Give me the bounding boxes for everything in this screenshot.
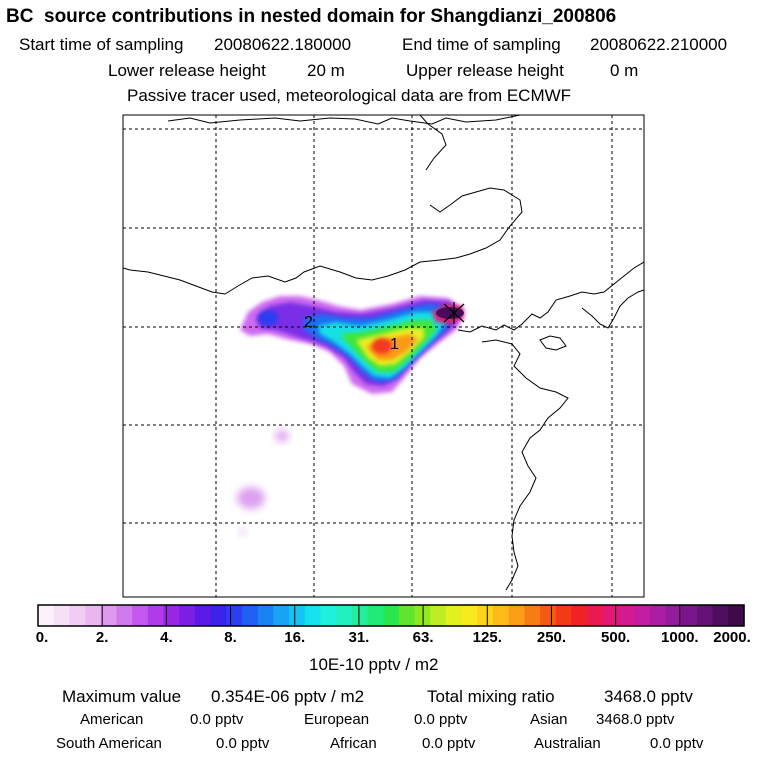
australian-label: Australian [534, 735, 601, 752]
colorbar-tick-label: 125. [472, 629, 502, 646]
plume-patch-3 [239, 528, 247, 536]
south-american-label: South American [56, 735, 162, 752]
border-segment [419, 115, 447, 171]
plume-contours [237, 296, 464, 536]
northern-border [167, 115, 521, 125]
inland-border [123, 187, 523, 295]
colorbar-tick-label: 250. [536, 629, 567, 646]
total-mixing-value: 3468.0 pptv [604, 687, 693, 706]
shandong-coast [481, 339, 569, 591]
australian-value: 0.0 pptv [650, 735, 704, 752]
asian-value: 3468.0 pptv [596, 711, 675, 728]
start-time-value: 20080622.180000 [214, 35, 352, 54]
liaodong-coast [581, 289, 644, 329]
european-value: 0.0 pptv [414, 711, 468, 728]
plume-red-core [372, 338, 392, 354]
european-label: European [304, 711, 370, 728]
plume-west-blue [258, 310, 278, 326]
african-value: 0.0 pptv [422, 735, 476, 752]
end-time-value: 20080622.210000 [590, 35, 728, 54]
colorbar-tick-label: 4. [160, 629, 173, 646]
peninsula-coast [539, 335, 567, 351]
end-time-label: End time of sampling [402, 35, 561, 54]
plume-patch-2 [237, 487, 265, 509]
receptor-marker-icon [443, 302, 465, 324]
colorbar-unit: 10E-10 pptv / m2 [309, 655, 439, 674]
colorbar-tick-label: 16. [284, 629, 306, 646]
upper-height-label: Upper release height [406, 61, 564, 80]
plume-patch-1 [275, 430, 289, 442]
colorbar-tick-label: 31. [348, 629, 370, 646]
map-border [122, 114, 645, 598]
start-time-label: Start time of sampling [19, 35, 184, 54]
american-label: American [80, 711, 144, 728]
upper-height-value: 0 m [610, 61, 639, 80]
graticule [123, 115, 644, 597]
colorbar-tick-label: 2000. [713, 629, 751, 646]
south-american-value: 0.0 pptv [216, 735, 270, 752]
bohai-coast [457, 261, 644, 333]
asian-label: Asian [530, 711, 568, 728]
colorbar-tick-label: 63. [412, 629, 434, 646]
total-mixing-label: Total mixing ratio [427, 687, 555, 706]
tracer-note: Passive tracer used, meteorological data… [127, 86, 572, 105]
max-value-label: Maximum value [62, 687, 182, 706]
cluster-label-2: 2 [304, 314, 313, 331]
colorbar-tick-label: 0. [35, 629, 49, 646]
african-label: African [330, 735, 377, 752]
max-value: 0.354E-06 pptv / m2 [211, 687, 365, 706]
lower-height-label: Lower release height [108, 61, 266, 80]
cluster-label-1: 1 [390, 336, 399, 353]
colorbar-tick-label: 2. [95, 629, 109, 646]
colorbar-tick-label: 1000. [661, 629, 699, 646]
colorbar-tick-label: 500. [601, 629, 631, 646]
lower-height-value: 20 m [307, 61, 345, 80]
american-value: 0.0 pptv [190, 711, 244, 728]
colorbar-tick-label: 8. [224, 629, 237, 646]
coastlines [123, 115, 644, 591]
map-title: BC source contributions in nested domain… [6, 6, 617, 27]
